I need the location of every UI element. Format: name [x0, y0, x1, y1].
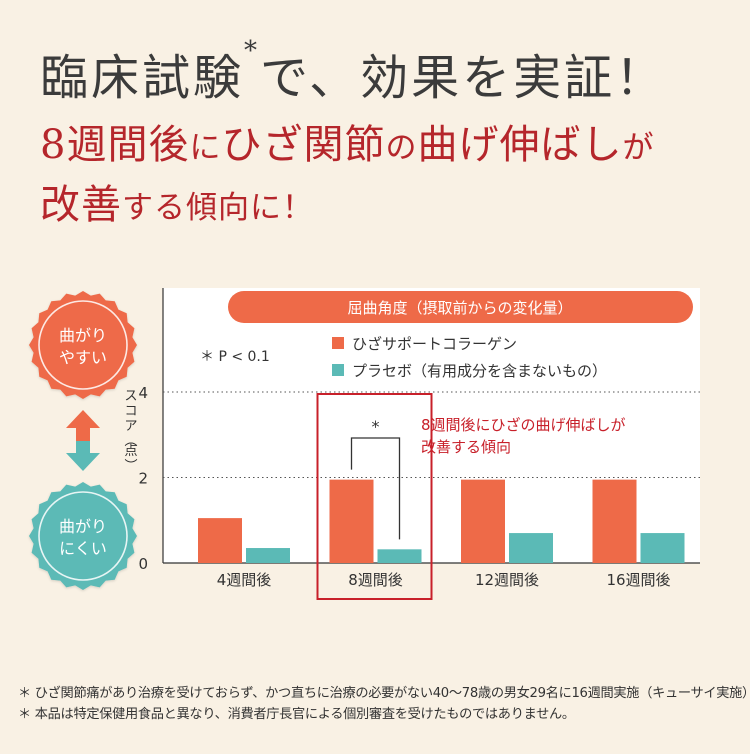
x-tick-label-1: 8週間後	[348, 571, 403, 589]
headline: 臨床試験*で、効果を実証！	[40, 36, 667, 108]
bar-0-3	[592, 479, 637, 563]
arrow-down-icon	[66, 441, 100, 471]
x-tick-label-0: 4週間後	[217, 571, 272, 589]
x-tick-label-2: 12週間後	[475, 571, 539, 589]
legend-swatch-0	[332, 337, 344, 349]
legend-label-0: ひざサポートコラーゲン	[352, 335, 517, 353]
subheadline-line1-segment-0: 8週間後	[40, 122, 190, 168]
y-axis-label-char-0: ス	[124, 389, 137, 404]
bar-1-0	[246, 548, 290, 563]
significance-bracket	[350, 437, 401, 540]
y-axis-label-char-4: 点	[124, 444, 137, 459]
bar-1-3	[640, 533, 685, 563]
highlight-box	[316, 393, 433, 600]
hard-bend-badge-ring	[38, 491, 128, 581]
subheadline-line1-segment-5: が	[622, 130, 655, 166]
subheadline-line1-segment-1: に	[189, 130, 222, 166]
hard-bend-badge-line1: 曲がり	[59, 517, 107, 536]
significance-mark: *	[372, 417, 380, 436]
y-tick-label-4: 4	[138, 384, 148, 402]
bar-1-2	[509, 533, 553, 563]
legend-label-1: プラセボ（有用成分を含まないもの）	[352, 362, 607, 380]
easy-bend-badge-line1: 曲がり	[59, 326, 107, 345]
hard-bend-badge	[29, 482, 137, 590]
headline-asterisk: *	[244, 36, 261, 66]
easy-bend-badge-ring	[38, 300, 128, 390]
y-tick-label-2: 2	[138, 470, 148, 488]
easy-bend-badge-line2: やすい	[59, 348, 107, 367]
headline-main: 臨床試験	[40, 50, 245, 106]
annotation-line1: 8週間後にひざの曲げ伸ばしが	[421, 416, 626, 434]
y-tick-label-0: 0	[138, 555, 148, 573]
title-pill	[228, 291, 693, 323]
y-axis-label-char-2: ア	[124, 419, 137, 434]
x-tick-label-3: 16週間後	[606, 571, 670, 589]
arrow-up-icon	[66, 410, 100, 441]
headline-rest: で、効果を実証！	[260, 50, 667, 106]
subheadline-line1-segment-4: 曲げ伸ばし	[417, 122, 623, 168]
subheadline-line1: 8週間後にひざ関節の曲げ伸ばしが	[40, 112, 654, 170]
footnote-1: ＊ ひざ関節痛があり治療を受けておらず、かつ直ちに治療の必要がない40〜78歳の…	[18, 686, 750, 701]
bar-0-0	[198, 518, 242, 563]
footnotes: ＊ ひざ関節痛があり治療を受けておらず、かつ直ちに治療の必要がない40〜78歳の…	[18, 683, 750, 725]
y-axis-label-char-1: コ	[124, 404, 137, 419]
subheadline-line1-segment-3: の	[385, 130, 418, 166]
subheadline-line2-segment-1: する傾向に！	[122, 190, 314, 226]
bar-1-1	[377, 549, 422, 563]
annotation-line2: 改善する傾向	[421, 438, 511, 456]
chart-title: 屈曲角度（摂取前からの変化量）	[347, 299, 572, 317]
y-axis-label-char-3: ︵	[124, 434, 137, 449]
bar-0-1	[329, 479, 374, 563]
footnote-2: ＊ 本品は特定保健用食品と異なり、消費者庁長官による個別審査を受けたものではあり…	[18, 707, 575, 722]
subheadline-line2-segment-0: 改善	[40, 182, 122, 228]
subheadline-line1-segment-2: ひざ関節	[221, 122, 386, 168]
subheadline-line2: 改善する傾向に！	[40, 172, 314, 230]
bar-0-2	[461, 479, 505, 563]
easy-bend-badge	[29, 291, 137, 399]
legend-swatch-1	[332, 364, 344, 376]
significance-note: ＊ P < 0.1	[200, 349, 270, 365]
y-axis-label-char-5: ︶	[124, 459, 137, 474]
hard-bend-badge-line2: にくい	[59, 539, 107, 558]
